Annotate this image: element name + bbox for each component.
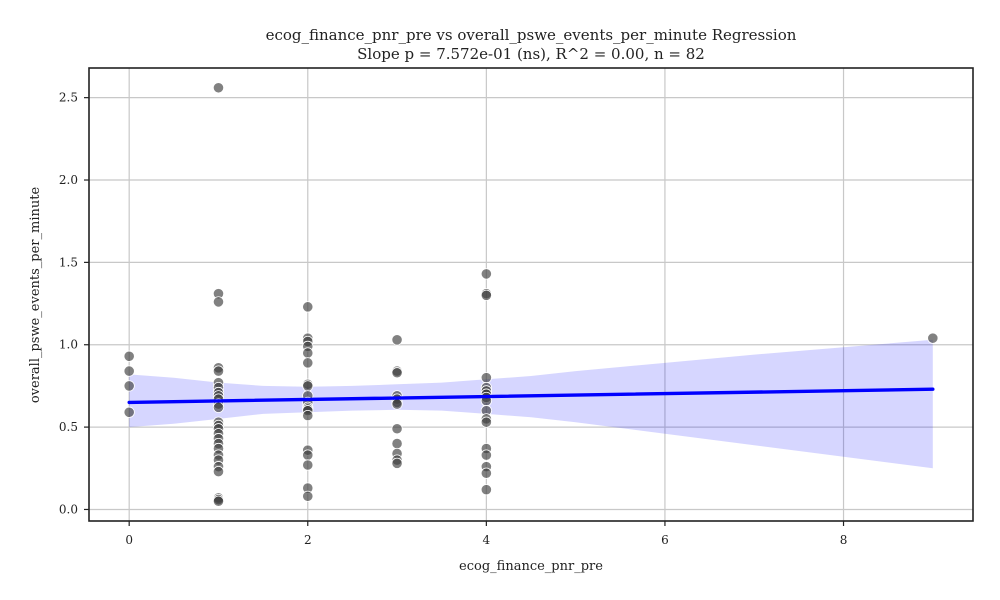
- x-tick-label: 8: [840, 533, 848, 547]
- data-point: [302, 301, 314, 313]
- y-tick-label: 2.5: [59, 91, 78, 105]
- data-point: [212, 82, 225, 94]
- regression-line: [127, 387, 935, 405]
- data-point: [212, 401, 225, 413]
- y-axis-label: overall_pswe_events_per_minute: [28, 187, 43, 404]
- data-point: [480, 372, 492, 384]
- data-point: [391, 423, 403, 435]
- data-points: [123, 82, 939, 507]
- data-point: [212, 465, 225, 478]
- data-point: [302, 409, 314, 422]
- data-point: [212, 365, 225, 377]
- data-point: [302, 357, 314, 369]
- x-axis-label: ecog_finance_pnr_pre: [459, 559, 603, 574]
- confidence-band: [129, 339, 933, 469]
- x-axis: 0 2 4 6 8: [125, 521, 847, 547]
- x-tick-label: 6: [661, 533, 669, 547]
- x-tick-label: 2: [304, 533, 312, 547]
- data-point: [302, 380, 314, 392]
- y-tick-label: 0.0: [59, 502, 78, 516]
- regression-line-path: [127, 387, 935, 405]
- data-point: [391, 367, 403, 379]
- chart-subtitle: Slope p = 7.572e-01 (ns), R^2 = 0.00, n …: [357, 45, 705, 63]
- data-point: [391, 398, 403, 410]
- data-point: [302, 449, 314, 461]
- y-tick-label: 0.5: [59, 420, 78, 434]
- data-point: [302, 490, 314, 502]
- data-point: [480, 449, 492, 461]
- data-point: [212, 296, 225, 308]
- y-tick-label: 2.0: [59, 173, 78, 187]
- data-point: [927, 332, 939, 344]
- y-tick-label: 1.0: [59, 338, 78, 352]
- y-tick-label: 1.5: [59, 255, 78, 269]
- data-point: [480, 467, 492, 479]
- grid: [89, 68, 973, 521]
- data-point: [480, 416, 492, 428]
- data-point: [123, 406, 135, 418]
- plot-frame: [88, 67, 974, 522]
- x-tick-label: 4: [483, 533, 491, 547]
- data-point: [391, 437, 403, 450]
- data-point: [391, 334, 403, 346]
- data-point: [212, 495, 225, 507]
- data-point: [391, 457, 403, 469]
- data-point: [123, 350, 135, 362]
- data-point: [123, 380, 135, 392]
- data-point: [302, 347, 314, 359]
- x-tick-label: 0: [125, 533, 133, 547]
- chart-title: ecog_finance_pnr_pre vs overall_pswe_eve…: [266, 26, 797, 44]
- data-point: [302, 459, 314, 471]
- data-point: [480, 289, 492, 301]
- y-axis: 0.0 0.5 1.0 1.5 2.0 2.5: [59, 91, 89, 516]
- data-point: [123, 365, 135, 377]
- data-point: [480, 268, 492, 280]
- data-point: [480, 484, 492, 496]
- confidence-band-area: [129, 339, 933, 469]
